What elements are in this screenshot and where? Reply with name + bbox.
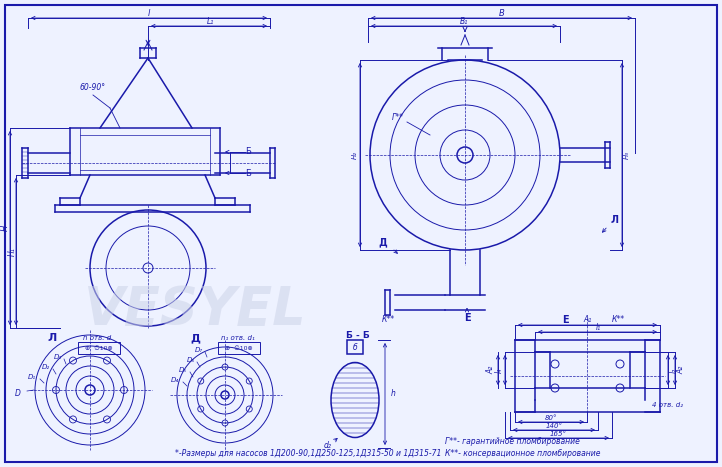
Text: H₂: H₂ (352, 151, 358, 159)
Text: D₂: D₂ (42, 364, 50, 370)
Text: A₂: A₂ (677, 366, 685, 374)
Text: L₁: L₁ (206, 16, 214, 26)
Text: H₃: H₃ (624, 151, 630, 159)
Text: К**: К** (612, 316, 625, 325)
Text: l: l (148, 8, 150, 17)
Text: К**: К** (381, 316, 394, 325)
Text: Г**- гарантийное пломбирование: Г**- гарантийное пломбирование (445, 438, 580, 446)
Text: n₁ отв. d₁: n₁ отв. d₁ (221, 335, 255, 341)
Bar (78, 342, 120, 354)
Text: H₁: H₁ (7, 248, 17, 256)
Text: A₂: A₂ (487, 366, 495, 374)
Text: D₆: D₆ (187, 357, 195, 363)
Text: 165°: 165° (549, 431, 567, 437)
Text: б: б (352, 344, 357, 353)
Text: D: D (15, 389, 21, 397)
Text: В₁: В₁ (460, 16, 468, 26)
Text: Л: Л (611, 215, 619, 225)
Text: Д: Д (190, 333, 200, 343)
Bar (347, 340, 363, 354)
Text: D₅: D₅ (179, 367, 187, 373)
Text: Д: Д (378, 237, 388, 247)
Text: D₁: D₁ (28, 374, 36, 380)
Text: К**- консервационное пломбирование: К**- консервационное пломбирование (445, 448, 601, 458)
Text: l₂: l₂ (669, 368, 679, 373)
Text: 140°: 140° (546, 423, 562, 429)
Text: D₇: D₇ (195, 347, 203, 353)
Text: Е: Е (562, 315, 568, 325)
Text: VESYEL: VESYEL (84, 284, 306, 336)
Text: H: H (1, 225, 9, 231)
Text: Л: Л (48, 333, 56, 343)
Text: ⊕  ∅10⊗: ⊕ ∅10⊗ (85, 346, 113, 351)
Text: D₃: D₃ (54, 354, 62, 360)
Text: 60-90°: 60-90° (80, 84, 106, 92)
Text: l₁: l₁ (596, 323, 601, 332)
Text: *-Размеры для насосов 1Д200-90,1Д250-125,1Д315-50 и 1Д315-71: *-Размеры для насосов 1Д200-90,1Д250-125… (175, 448, 441, 458)
Text: 80°: 80° (545, 415, 557, 421)
Text: n отв. d: n отв. d (83, 335, 111, 341)
Text: d₂: d₂ (324, 440, 332, 450)
Text: Г**: Г** (392, 113, 404, 122)
Text: A₁: A₁ (584, 316, 592, 325)
Text: Е: Е (464, 313, 470, 323)
Text: ⊕  ∅10⊗: ⊕ ∅10⊗ (225, 346, 253, 351)
Text: Б: Б (245, 148, 251, 156)
Text: l₄: l₄ (495, 368, 503, 373)
Text: Б: Б (245, 169, 251, 177)
Text: h: h (391, 389, 396, 398)
Text: В: В (499, 8, 505, 17)
Text: D₄: D₄ (171, 377, 179, 383)
Text: Б - Б: Б - Б (346, 331, 370, 340)
Bar (218, 342, 260, 354)
Text: 4 отв. d₂: 4 отв. d₂ (652, 402, 683, 408)
